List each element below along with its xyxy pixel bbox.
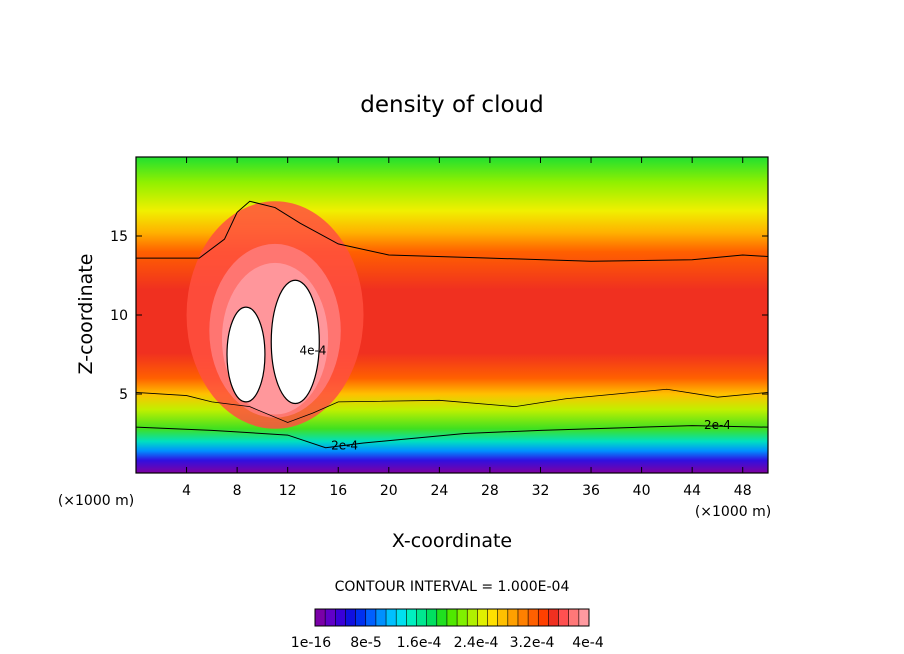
colorbar-swatch [477,609,488,626]
x-tick-label: 44 [683,483,701,499]
colorbar-swatch [497,609,509,626]
contour-line-upper [136,200,768,262]
colorbar-swatch [375,609,387,626]
colorbar-swatch [325,609,336,626]
x-tick-label: 8 [233,483,242,499]
colorbar-swatch [315,609,326,626]
colorbar-swatch [538,609,549,626]
colorbar-tick-label: 2.4e-4 [454,635,499,651]
contour-line-lower [136,425,768,449]
y-tick-label: 15 [110,229,128,245]
colorbar-swatch [446,609,458,626]
contour-line-middle [136,388,768,423]
x-unit-label-right: (×1000 m) [695,504,771,520]
chart-title: density of cloud [360,92,543,118]
contour-interval-label: CONTOUR INTERVAL = 1.000E-04 [335,579,570,595]
x-unit-label-left: (×1000 m) [58,493,134,509]
x-tick-label: 20 [380,483,398,499]
colorbar-swatch [558,609,570,626]
colorbar-swatch [426,609,438,626]
x-tick-label: 28 [481,483,499,499]
colorbar-swatch [548,609,559,626]
colorbar-frame [314,608,590,627]
white-core-2 [270,279,320,405]
x-tick-label: 40 [633,483,651,499]
y-tick-label: 10 [110,308,128,324]
x-tick-label: 16 [329,483,347,499]
y-tick-label: 5 [119,387,128,403]
colorbar-swatch [345,609,356,626]
x-tick-label: 4 [182,483,191,499]
colorbar-swatch [396,609,407,626]
colorbar-swatch [568,609,580,626]
colorbar-swatch [507,609,519,626]
x-tick-label: 12 [279,483,297,499]
colorbar-swatch [528,609,539,626]
y-axis-label: Z-coordinate [75,254,97,375]
colorbar-tick-label: 3.2e-4 [510,635,555,651]
colorbar-tick-label: 4e-4 [572,635,604,651]
x-tick-label: 32 [532,483,550,499]
colorbar [314,608,590,627]
colorbar-tick-label: 1e-16 [291,635,331,651]
contour-label-2: 2e-4 [331,438,358,452]
x-axis-ticks: 4 8 12 16 20 24 28 32 36 40 44 48 [182,157,752,499]
y-axis-ticks: 5 10 15 [110,229,768,403]
colorbar-swatch [335,609,346,626]
colorbar-tick-label: 8e-5 [350,635,381,651]
colorbar-labels: 1e-16 8e-5 1.6e-4 2.4e-4 3.2e-4 4e-4 [291,635,604,651]
density-field: 4e-4 2e-4 2e-4 [136,157,768,473]
colorbar-swatch [578,609,590,626]
colorbar-swatch [487,609,498,626]
colorbar-swatch [467,609,478,626]
colorbar-swatch [457,609,468,626]
x-tick-label: 36 [582,483,600,499]
x-tick-label: 24 [430,483,448,499]
colorbar-swatch [406,609,417,626]
colorbar-swatch [386,609,397,626]
colorbar-swatch [416,609,427,626]
white-core-1 [226,306,266,403]
plot-area: 4e-4 2e-4 2e-4 [135,156,769,474]
x-tick-label: 48 [734,483,752,499]
contour-label-1: 4e-4 [299,344,326,358]
colorbar-swatch [436,609,448,626]
colorbar-swatch [355,609,367,626]
colorbar-tick-label: 1.6e-4 [397,635,442,651]
colorbar-swatch [365,609,377,626]
colorbar-swatch [517,609,529,626]
x-axis-label: X-coordinate [392,530,512,552]
contour-label-3: 2e-4 [704,418,731,432]
